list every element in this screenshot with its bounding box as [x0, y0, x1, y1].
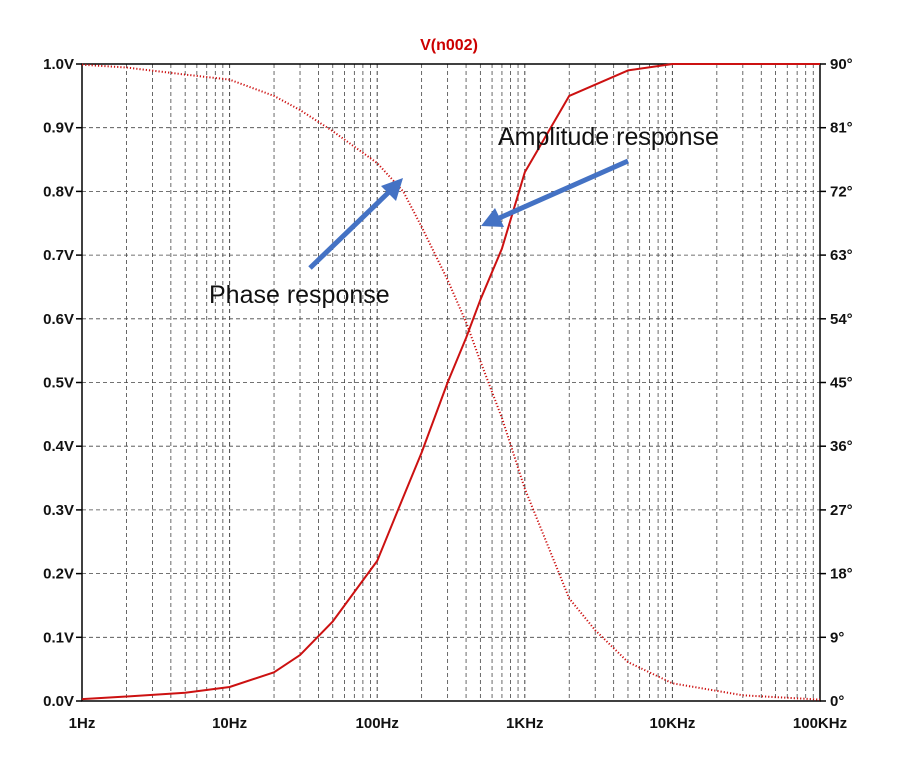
x-tick-label: 10KHz [649, 715, 695, 732]
x-tick-label: 100KHz [793, 715, 847, 732]
y-tick-label-left: 0.3V [43, 502, 74, 519]
phase-response-label: Phase response [209, 281, 390, 309]
x-tick-label: 1Hz [69, 715, 96, 732]
amplitude-response-label: Amplitude response [498, 123, 719, 151]
y-tick-label-right: 63° [830, 247, 853, 264]
y-tick-label-right: 0° [830, 693, 844, 710]
y-tick-label-right: 54° [830, 311, 853, 328]
y-tick-label-left: 0.4V [43, 438, 74, 455]
phase-arrow [308, 178, 403, 270]
y-tick-label-right: 90° [830, 56, 853, 73]
phase-curve [81, 63, 821, 701]
y-tick-label-right: 72° [830, 183, 853, 200]
chart-title: V(n002) [420, 37, 478, 54]
grid [82, 64, 820, 701]
plot-frame [81, 63, 821, 702]
y-tick-label-right: 9° [830, 629, 844, 646]
y-tick-label-left: 0.8V [43, 183, 74, 200]
y-tick-label-left: 0.9V [43, 120, 74, 137]
amplitude-arrow [481, 158, 630, 227]
y-tick-label-right: 45° [830, 375, 853, 392]
y-tick-label-left: 1.0V [43, 56, 74, 73]
y-tick-label-left: 0.7V [43, 247, 74, 264]
x-tick-label: 10Hz [212, 715, 247, 732]
y-tick-label-left: 0.6V [43, 311, 74, 328]
y-tick-label-left: 0.2V [43, 566, 74, 583]
y-tick-label-right: 27° [830, 502, 853, 519]
y-tick-label-left: 0.0V [43, 693, 74, 710]
y-tick-label-left: 0.5V [43, 375, 74, 392]
amplitude-curve [81, 63, 820, 701]
y-tick-label-left: 0.1V [43, 629, 74, 646]
y-tick-label-right: 36° [830, 438, 853, 455]
x-tick-label: 1KHz [506, 715, 544, 732]
tick-labels: 1Hz 10Hz 100Hz 1KHz 10KHz 100KHz 0.0V 0.1V 0.2V 0… [43, 56, 853, 732]
x-tick-label: 100Hz [356, 715, 399, 732]
y-tick-label-right: 81° [830, 120, 853, 137]
curves [81, 63, 821, 701]
y-tick-label-right: 18° [830, 566, 853, 583]
